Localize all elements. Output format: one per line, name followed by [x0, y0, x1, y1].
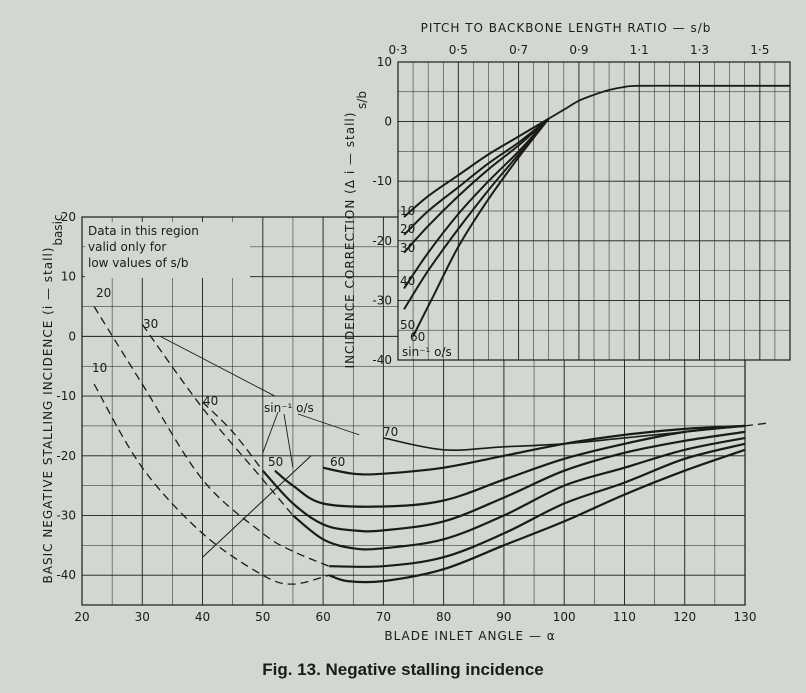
inset-series-label-30: 30 [400, 241, 415, 255]
main-series-label-70: 70 [383, 425, 398, 439]
main-curve-dashed-20 [93, 306, 330, 567]
inset-parameter-label: sin⁻¹ o/s [402, 345, 452, 359]
tick-labels: 20 30 40 50 60 70 80 90 100 110 120 13020100-10-20-… [56, 43, 769, 624]
inset-x-tick-label: 1·1 [630, 43, 649, 57]
inset-y-tick-label: 0 [384, 115, 392, 129]
inset-x-tick-label: 0·9 [569, 43, 588, 57]
inset-series-label-20: 20 [400, 222, 415, 236]
inset-curve-10 [403, 117, 550, 218]
inset-curve-30 [403, 117, 550, 254]
main-parameter-label: sin⁻¹ o/s [264, 401, 314, 415]
main-series-label-10: 10 [92, 361, 107, 375]
figure-caption: Fig. 13. Negative stalling incidence [262, 660, 544, 679]
inset-series-label-40: 40 [400, 274, 415, 288]
main-y-tick-label: 10 [61, 270, 76, 284]
main-curve-dashed-30 [141, 324, 294, 516]
main-curve-30 [292, 436, 746, 551]
parameter-leader-line [283, 413, 294, 468]
main-x-tick-label: 40 [195, 610, 210, 624]
main-curve-dashed-70 [744, 422, 770, 427]
inset-series-label-10: 10 [400, 204, 415, 218]
note-line-1: Data in this region [88, 224, 199, 238]
main-curve-10 [328, 448, 746, 584]
inset-x-tick-label: 0·7 [509, 43, 528, 57]
inset-y-tick-label: -30 [372, 293, 392, 307]
inset-y-tick-label: -20 [372, 234, 392, 248]
main-x-tick-label: 90 [496, 610, 511, 624]
inset-curve-50 [403, 117, 550, 310]
inset-y-tick-label: -10 [372, 174, 392, 188]
note-line-2: valid only for [88, 240, 166, 254]
main-series-label-40: 40 [203, 394, 218, 408]
main-x-tick-label: 50 [255, 610, 270, 624]
inset-chart-grid [397, 61, 791, 361]
main-curve-50 [274, 424, 746, 508]
inset-curve-20 [403, 117, 550, 236]
parameter-leader-line [262, 411, 279, 453]
inset-x-tick-label: 1·5 [750, 43, 769, 57]
inset-plot-frame [397, 61, 791, 361]
inset-x-tick-label: 0·3 [388, 43, 407, 57]
main-x-tick-label: 120 [673, 610, 696, 624]
inset-series-label-50: 50 [400, 318, 415, 332]
main-x-tick-label: 30 [135, 610, 150, 624]
inset-y-axis-label: INCIDENCE CORRECTION (Δ i — stall) [343, 112, 357, 369]
main-y-axis-label: BASIC NEGATIVE STALLING INCIDENCE (i — s… [41, 247, 55, 584]
label-leader-30 [160, 335, 276, 397]
note-line-3: low values of s/b [88, 256, 188, 270]
main-series-label-30: 30 [143, 317, 158, 331]
inset-title: PITCH TO BACKBONE LENGTH RATIO — s/b [421, 21, 712, 35]
boundary-line [202, 455, 312, 558]
main-x-tick-label: 110 [613, 610, 636, 624]
inset-x-tick-label: 0·5 [449, 43, 468, 57]
inset-y-tick-label: 10 [377, 55, 392, 69]
main-series-label-20: 20 [96, 286, 111, 300]
main-curve-40 [261, 430, 746, 533]
main-y-tick-label: 20 [61, 210, 76, 224]
main-curve-60 [322, 424, 746, 476]
main-chart-curves [93, 306, 770, 585]
main-curve-dashed-10 [93, 383, 330, 585]
main-series-label-50: 50 [268, 455, 283, 469]
main-x-tick-label: 130 [734, 610, 757, 624]
main-x-tick-label: 20 [74, 610, 89, 624]
inset-curve-60 [412, 117, 550, 337]
main-y-tick-label: 0 [68, 329, 76, 343]
main-curve-70 [383, 425, 746, 451]
inset-chart-curves [403, 84, 790, 337]
main-x-tick-label: 80 [436, 610, 451, 624]
main-curve-dashed-40 [202, 401, 264, 472]
note-background [85, 222, 250, 278]
stalling-incidence-chart: 20 30 40 50 60 70 80 90 100 110 120 13020100-10-20-… [41, 21, 791, 643]
inset-curve-40 [403, 117, 550, 290]
inset-x-tick-label: 1·3 [690, 43, 709, 57]
main-x-axis-label: BLADE INLET ANGLE — α [384, 629, 555, 643]
main-y-tick-label: -10 [56, 389, 76, 403]
main-y-axis-subscript: basic [51, 214, 65, 245]
main-curve-20 [329, 442, 746, 568]
main-x-tick-label: 60 [315, 610, 330, 624]
main-y-tick-label: -30 [56, 508, 76, 522]
main-series-label-60: 60 [330, 455, 345, 469]
parameter-leader-line [297, 413, 360, 436]
inset-series-label-60: 60 [410, 330, 425, 344]
main-y-tick-label: -40 [56, 568, 76, 582]
main-x-tick-label: 70 [376, 610, 391, 624]
inset-y-axis-subscript: s/b [355, 91, 369, 109]
inset-y-tick-label: -40 [372, 353, 392, 367]
inset-common-curve [548, 84, 790, 120]
main-x-tick-label: 100 [553, 610, 576, 624]
main-y-tick-label: -20 [56, 449, 76, 463]
